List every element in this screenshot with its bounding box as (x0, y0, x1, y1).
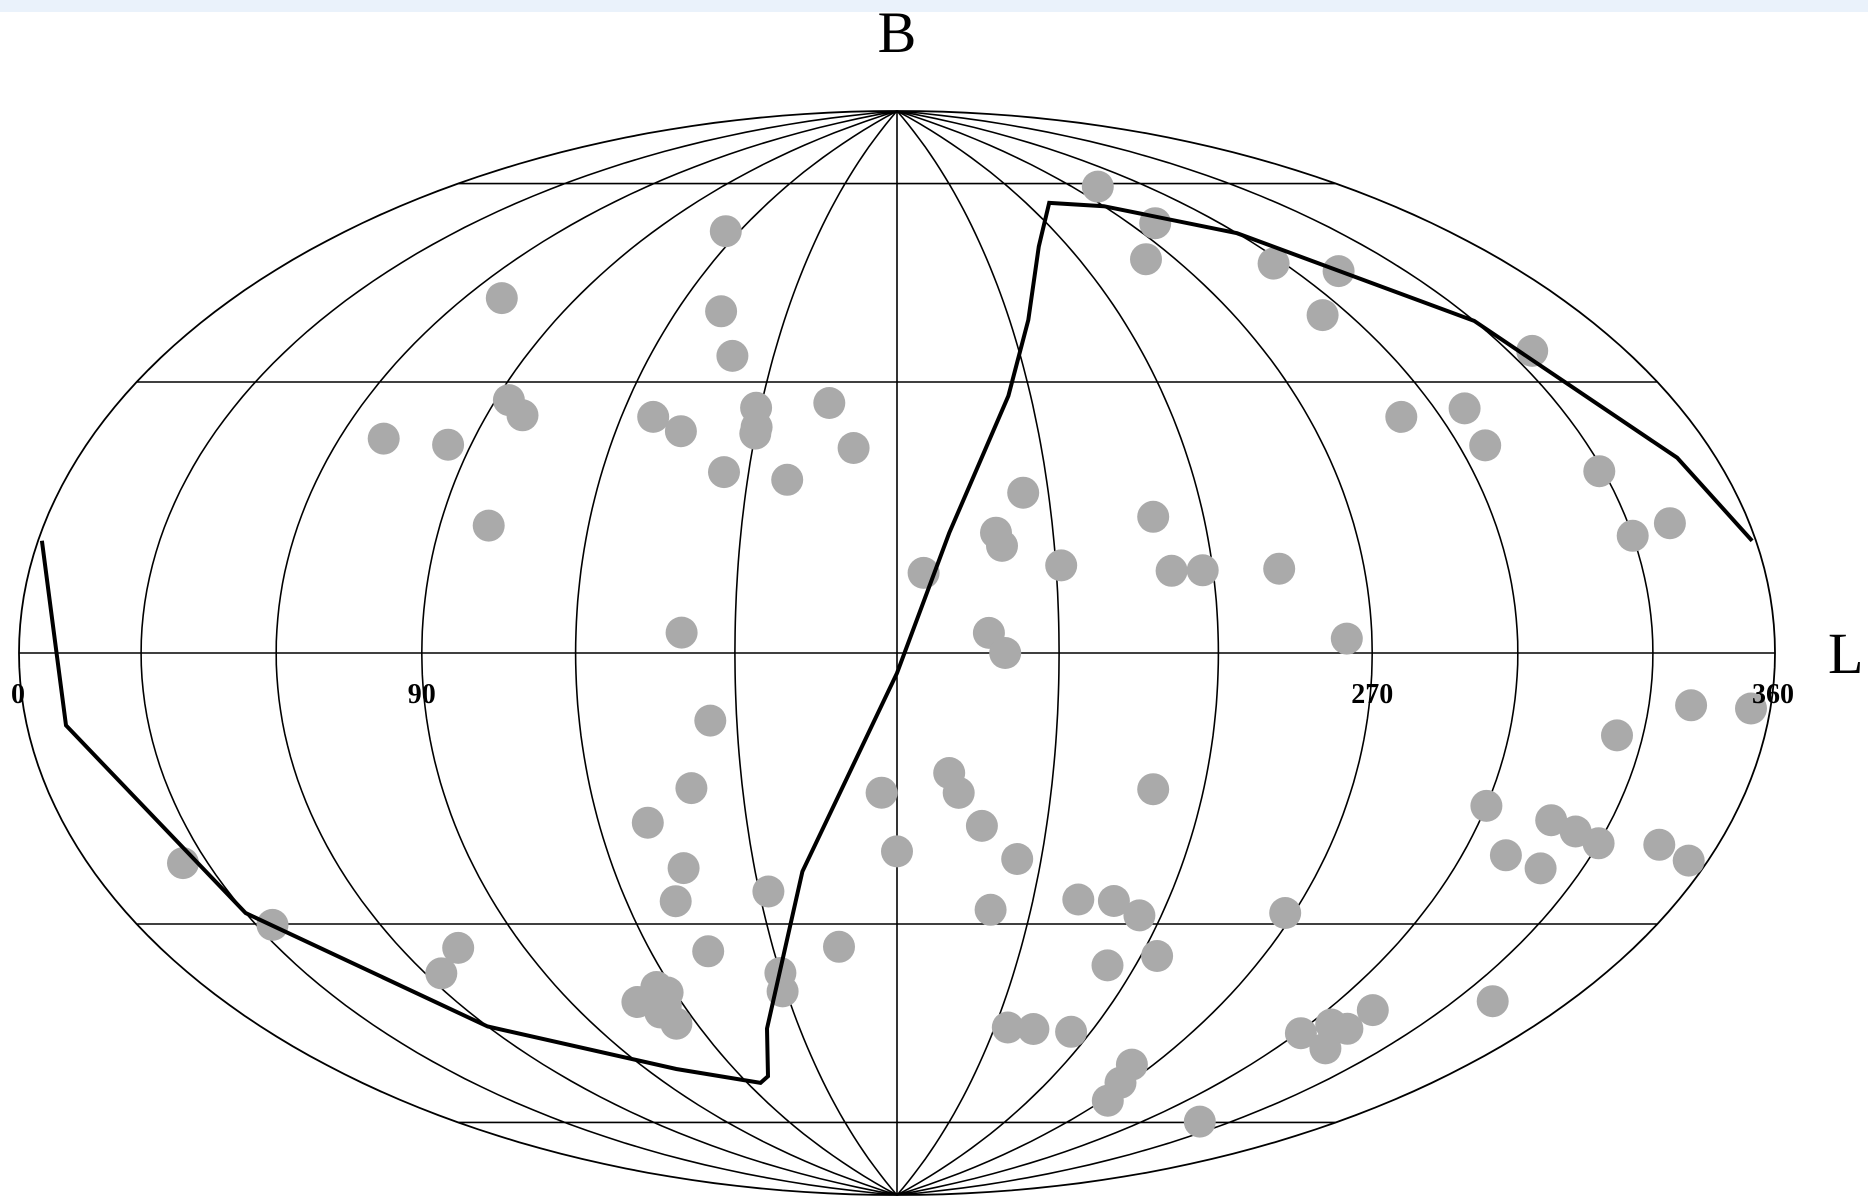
data-point (694, 704, 727, 737)
data-point (442, 931, 475, 964)
data-point (692, 935, 725, 968)
data-point (1137, 773, 1170, 806)
x-tick-label: 0 (11, 679, 25, 710)
data-point (1269, 897, 1302, 929)
data-point (1081, 170, 1114, 203)
data-point (664, 415, 697, 448)
y-axis-label: B (878, 0, 917, 65)
data-point (631, 806, 664, 839)
data-point (942, 776, 975, 809)
data-point (485, 282, 518, 315)
window-top-strip (0, 0, 1868, 12)
data-point (1469, 429, 1502, 462)
data-point (1385, 400, 1418, 433)
data-point (1045, 549, 1078, 582)
data-point (716, 339, 749, 372)
data-point (1476, 985, 1509, 1018)
data-point (665, 616, 698, 649)
data-point (1306, 299, 1339, 332)
data-point (974, 893, 1007, 926)
data-point (709, 215, 742, 248)
data-point (1141, 940, 1174, 972)
x-tick-label: 360 (1752, 679, 1794, 710)
data-point (1516, 334, 1549, 367)
data-point (739, 417, 772, 450)
data-point (1330, 622, 1363, 655)
data-point (865, 776, 898, 809)
data-point (1097, 885, 1130, 917)
points-layer (167, 170, 1767, 1138)
data-point (1653, 507, 1686, 540)
data-point (708, 456, 740, 489)
data-point (1186, 554, 1219, 587)
x-axis-label: L (1828, 621, 1863, 686)
data-point (1672, 844, 1705, 877)
curve-layer (39, 200, 1754, 1086)
data-point (637, 400, 670, 433)
data-point (1123, 899, 1156, 932)
data-point (1643, 828, 1676, 861)
data-point (1448, 392, 1481, 425)
data-point (675, 772, 708, 805)
data-point (659, 885, 692, 918)
data-point (1017, 1013, 1050, 1045)
data-point (771, 463, 804, 496)
data-point (1735, 692, 1767, 725)
data-point (506, 399, 539, 432)
data-point (1130, 243, 1162, 276)
data-point (1263, 552, 1296, 585)
x-tick-label: 270 (1351, 679, 1393, 710)
data-point (1091, 1084, 1124, 1117)
data-point (1284, 1017, 1317, 1050)
data-point (705, 295, 738, 328)
grid-layer (18, 110, 1776, 1196)
data-point (367, 422, 400, 455)
data-point (813, 387, 846, 419)
labels-layer: B L 0 90 270 360 (11, 0, 1863, 710)
data-point (1062, 883, 1095, 916)
data-point (660, 1007, 693, 1040)
data-point (1489, 839, 1522, 872)
data-point (1309, 1032, 1342, 1065)
data-point (1583, 455, 1616, 488)
data-point (1601, 719, 1633, 752)
data-point (1675, 689, 1708, 722)
data-point (823, 930, 855, 963)
data-point (667, 852, 700, 885)
data-point (432, 428, 465, 461)
data-point (989, 637, 1022, 669)
data-point (991, 1011, 1024, 1044)
data-point (1315, 1008, 1348, 1041)
data-point (1183, 1105, 1216, 1138)
data-point (1139, 207, 1172, 240)
data-point (965, 809, 998, 842)
data-point (881, 835, 913, 868)
data-point (1257, 247, 1290, 280)
data-point (1356, 994, 1389, 1027)
data-point (1155, 554, 1188, 587)
data-point (837, 432, 870, 464)
data-point (1524, 852, 1557, 885)
great-circle-curve (39, 200, 1754, 1086)
data-point (1055, 1015, 1088, 1048)
data-point (472, 509, 505, 542)
data-point (1091, 949, 1124, 982)
data-point (1582, 827, 1615, 860)
data-point (986, 529, 1018, 562)
data-point (640, 971, 673, 1003)
data-point (1535, 804, 1568, 837)
data-point (167, 847, 199, 880)
x-tick-label: 90 (408, 679, 436, 710)
data-point (1616, 519, 1649, 552)
data-point (1001, 843, 1034, 875)
data-point (752, 875, 785, 908)
data-point (1470, 789, 1503, 822)
data-point (425, 957, 458, 990)
data-point (1007, 476, 1040, 509)
data-point (1137, 500, 1170, 533)
